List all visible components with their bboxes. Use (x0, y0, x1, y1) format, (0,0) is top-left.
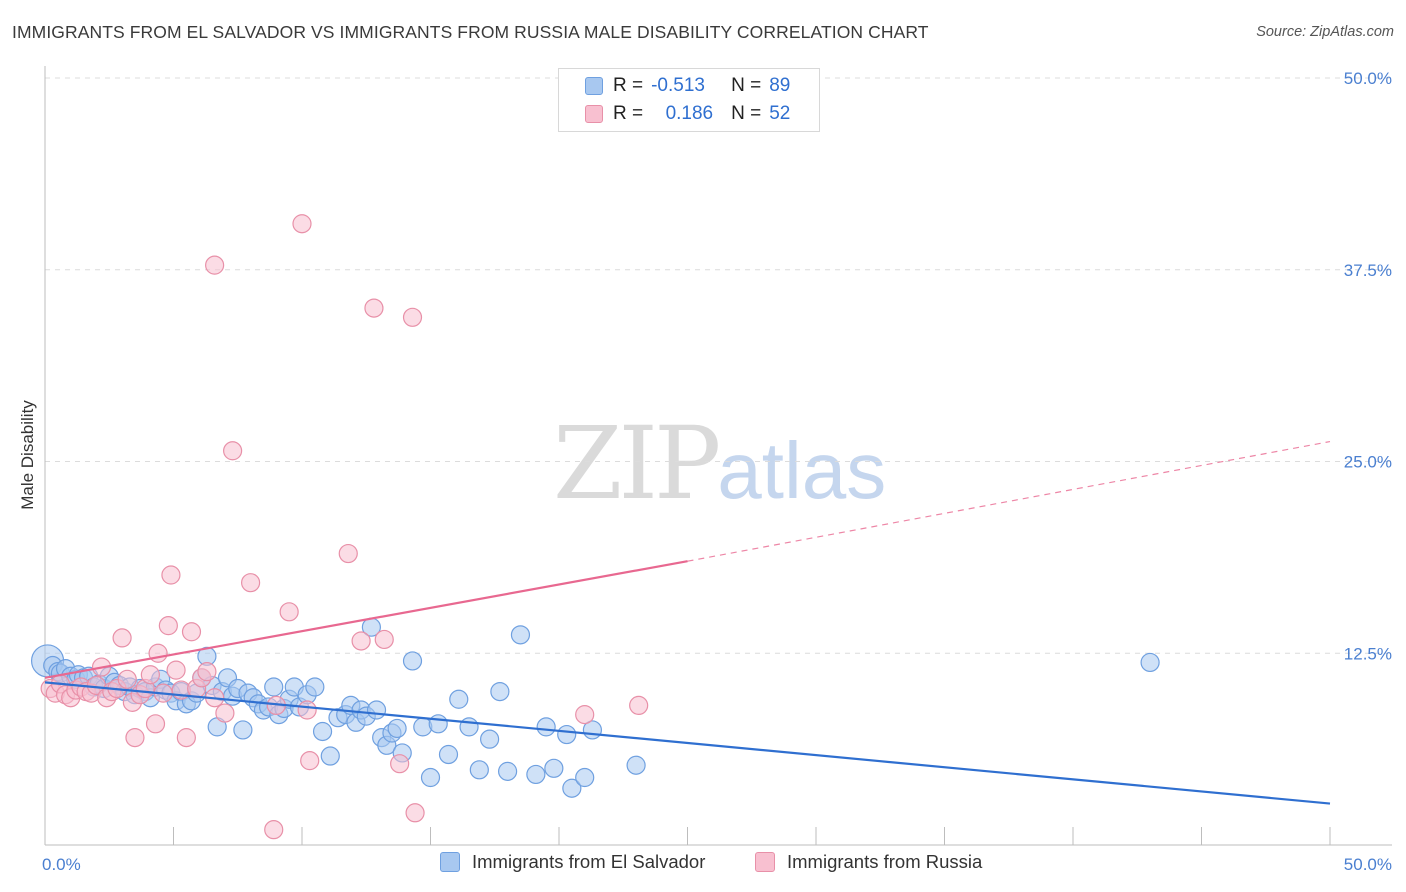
y-tick-label: 25.0% (1344, 453, 1392, 472)
axes (44, 66, 1392, 846)
point-el-salvador (312, 721, 333, 742)
stats-n-value: 89 (769, 75, 791, 96)
point-russia (166, 660, 186, 680)
watermark: ZIPatlas (553, 405, 886, 522)
point-el-salvador (320, 746, 340, 766)
point-russia (117, 669, 137, 689)
series-russia-points (40, 214, 649, 840)
grid-lines (45, 77, 1392, 654)
stats-n-label: N = (731, 103, 762, 124)
watermark-atlas: atlas (717, 426, 887, 515)
stats-swatch-el-salvador (585, 77, 603, 95)
source-label: Source: ZipAtlas.com (1256, 24, 1394, 40)
legend-item-el-salvador[interactable]: Immigrants from El Salvador (440, 851, 705, 873)
trend-line-el-salvador (44, 681, 1331, 805)
point-russia (297, 700, 317, 720)
legend-item-russia[interactable]: Immigrants from Russia (755, 851, 982, 873)
trend-line-russia (44, 560, 688, 679)
point-russia (364, 298, 384, 318)
point-russia (112, 628, 132, 648)
stats-box: R = -0.513 N = 89 R = 0.186 N = 52 (558, 68, 820, 132)
y-tick-label: 12.5% (1344, 644, 1392, 663)
point-el-salvador (366, 700, 387, 720)
stats-n-value: 52 (769, 103, 791, 124)
stats-r-value: -0.513 (651, 75, 705, 96)
point-el-salvador (449, 689, 469, 709)
point-russia (351, 631, 371, 651)
point-russia (241, 573, 261, 593)
stats-swatch-russia (585, 105, 603, 123)
point-russia (390, 754, 410, 774)
point-el-salvador (562, 778, 582, 798)
y-tick-label: 50.0% (1344, 69, 1392, 88)
point-el-salvador (490, 681, 510, 702)
point-russia (223, 441, 243, 461)
point-el-salvador (1140, 652, 1160, 673)
point-el-salvador (536, 717, 556, 737)
legend-label-russia: Immigrants from Russia (787, 851, 983, 872)
point-el-salvador (428, 714, 448, 734)
point-russia (374, 629, 394, 650)
legend-swatch-russia (755, 852, 775, 872)
stats-r-label: R = (613, 75, 644, 96)
point-russia (575, 705, 595, 725)
point-el-salvador (498, 761, 518, 781)
point-el-salvador (557, 724, 577, 745)
point-el-salvador (626, 755, 646, 775)
point-el-salvador (233, 720, 253, 740)
point-el-salvador (402, 651, 423, 671)
stats-r-value: 0.186 (665, 103, 714, 124)
point-russia (629, 695, 649, 716)
point-russia (181, 622, 202, 642)
point-russia (292, 214, 312, 234)
point-russia (125, 728, 145, 748)
point-russia (205, 255, 225, 275)
stats-r-label: R = (613, 103, 644, 124)
point-el-salvador (413, 717, 433, 737)
point-russia (215, 703, 235, 723)
point-russia (402, 307, 423, 327)
point-russia (264, 820, 284, 840)
point-el-salvador (459, 717, 479, 737)
legend-label-el-salvador: Immigrants from El Salvador (472, 851, 706, 872)
point-russia (148, 643, 168, 663)
stats-row-el-salvador: R = -0.513 N = 89 (559, 73, 790, 99)
point-russia (176, 728, 196, 748)
point-el-salvador (575, 767, 595, 788)
x-tick-label: 0.0% (42, 855, 81, 874)
point-russia (145, 714, 166, 734)
tick-labels: 12.5% 25.0% 37.5% 50.0% 0.0% 50.0% (42, 69, 1392, 874)
stats-row-russia: R = 0.186 N = 52 (559, 101, 790, 127)
y-tick-label: 37.5% (1344, 261, 1392, 280)
point-el-salvador (544, 758, 564, 778)
point-el-salvador (526, 764, 546, 785)
legend-swatch-el-salvador (440, 852, 460, 872)
series-el-salvador-points (30, 617, 1160, 798)
stats-n-label: N = (731, 75, 762, 96)
point-el-salvador (480, 729, 500, 749)
chart-title: IMMIGRANTS FROM EL SALVADOR VS IMMIGRANT… (12, 22, 929, 42)
point-russia (161, 565, 181, 585)
point-el-salvador (420, 767, 441, 788)
point-russia (405, 803, 425, 823)
point-russia (158, 616, 178, 636)
watermark-zip: ZIP (553, 405, 721, 522)
trend-line-russia-projection (687, 440, 1331, 562)
point-el-salvador (264, 677, 284, 697)
point-el-salvador (438, 744, 459, 765)
x-tick-label: 50.0% (1344, 855, 1392, 874)
point-russia (197, 662, 217, 682)
point-russia (279, 602, 299, 622)
point-el-salvador (510, 625, 531, 645)
trend-lines (44, 440, 1331, 805)
point-el-salvador (469, 760, 489, 780)
point-el-salvador (387, 718, 407, 739)
point-russia (140, 665, 160, 685)
point-russia (338, 543, 358, 564)
point-russia (300, 751, 320, 771)
point-el-salvador (305, 677, 325, 697)
